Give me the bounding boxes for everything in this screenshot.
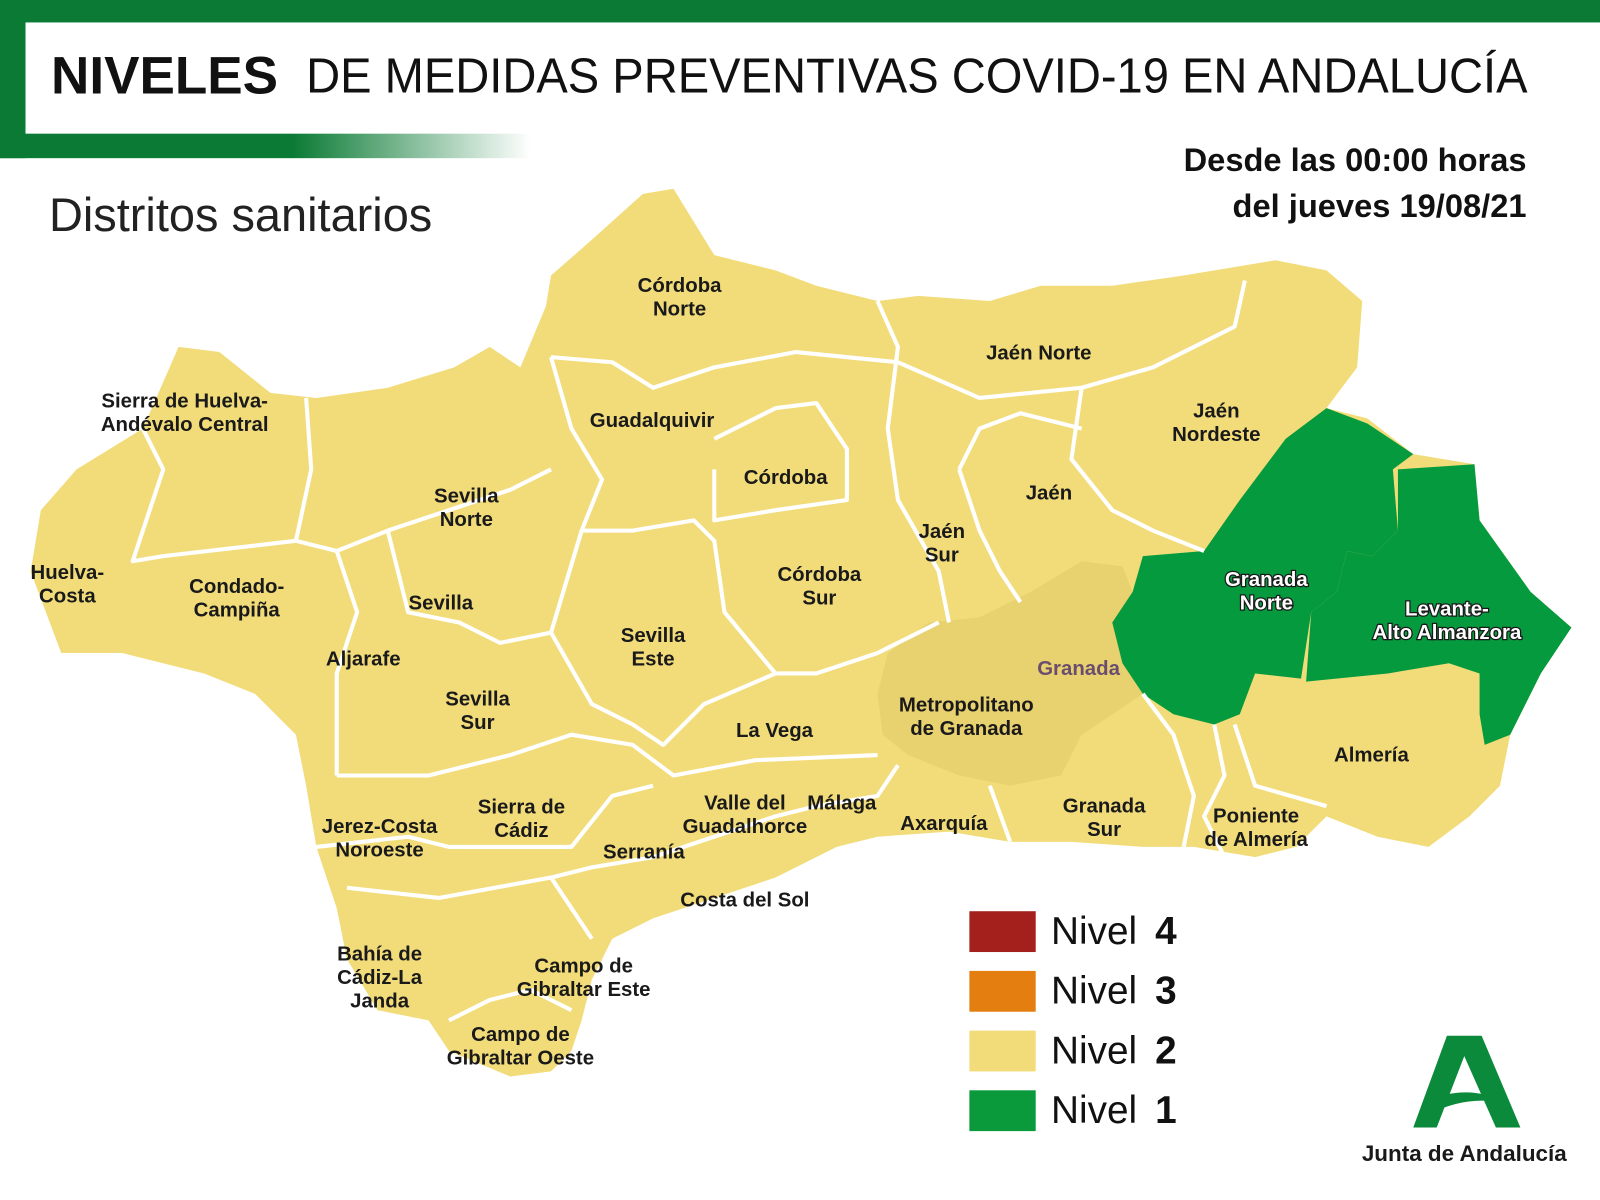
district-label: Sur [925, 545, 959, 567]
district-label: Metropolitano [899, 695, 1034, 717]
district-label: Gibraltar Oeste [447, 1048, 594, 1070]
district-label: Guadalhorce [683, 816, 808, 838]
district-label: Guadalquivir [590, 410, 715, 432]
district-label: Sevilla [621, 625, 686, 647]
side-bar [0, 0, 26, 159]
logo-text: Junta de Andalucía [1362, 1141, 1567, 1166]
district-label: Norte [440, 509, 493, 531]
legend: Nivel 4 Nivel 3 Nivel 2 Nivel 1 [969, 910, 1177, 1132]
district-label: Norte [653, 299, 706, 321]
district-label: Sur [802, 587, 836, 609]
district-label: Este [632, 649, 675, 671]
legend-swatch [969, 1090, 1036, 1132]
district-label: Huelva- [31, 562, 105, 584]
district-label: Jaén [919, 521, 965, 543]
district-label: Jaén Norte [986, 342, 1091, 364]
title-bold: NIVELES [51, 47, 278, 106]
content: NIVELES DE MEDIDAS PREVENTIVAS COVID-19 … [0, 0, 1600, 1166]
district-label: Condado- [189, 576, 284, 598]
district-label: Granada [1225, 569, 1308, 591]
district-label: Cádiz [494, 820, 548, 842]
district-label: Valle del [704, 792, 786, 814]
legend-level: 4 [1155, 910, 1177, 953]
district-label: Sierra de [478, 797, 565, 819]
district-label: Granada [1063, 796, 1146, 818]
district-label: Campo de [534, 956, 633, 978]
district-label: de Granada [910, 718, 1023, 740]
map [30, 188, 1572, 1077]
district-label: La Vega [736, 720, 814, 742]
subtitle: Distritos sanitarios [49, 189, 432, 241]
district-label: Cádiz-La [337, 967, 423, 989]
district-label: Costa del Sol [680, 889, 809, 911]
district-label: Sur [461, 712, 495, 734]
district-label: Andévalo Central [101, 414, 269, 436]
district-label: Serranía [603, 841, 685, 863]
district-label: Jaén [1193, 401, 1239, 423]
district-label: Jaén [1026, 482, 1072, 504]
district-label: Campo de [471, 1024, 570, 1046]
legend-level: 2 [1155, 1029, 1177, 1072]
legend-label: Nivel [1051, 970, 1137, 1013]
district-label: Sevilla [445, 688, 510, 710]
district-label: Alto Almanzora [1373, 622, 1522, 644]
district-boundaries [130, 280, 1328, 1023]
city-label: Granada [1037, 658, 1120, 680]
district-label: Bahía de [337, 943, 422, 965]
district-label: Campiña [194, 600, 281, 622]
region-level-1 [1306, 464, 1572, 745]
legend-swatch [969, 911, 1036, 953]
logo-swoosh [1423, 1092, 1509, 1115]
district-label: Nordeste [1172, 424, 1260, 446]
district-label: Costa [39, 585, 96, 607]
legend-swatch [969, 1030, 1036, 1072]
region-level-2 [30, 188, 1572, 1077]
district-label: Almería [1334, 745, 1409, 767]
district-label: Levante- [1405, 599, 1489, 621]
district-label: Córdoba [638, 275, 722, 297]
district-label: Gibraltar Este [517, 979, 651, 1001]
district-label: Norte [1240, 592, 1293, 614]
legend-label: Nivel [1051, 1089, 1137, 1132]
legend-level: 1 [1155, 1089, 1177, 1132]
district-label: Córdoba [777, 564, 861, 586]
bottom-bar [0, 133, 531, 159]
district-label: Jerez-Costa [322, 816, 438, 838]
district-label: Sur [1087, 819, 1121, 841]
district-label: Janda [350, 990, 410, 1012]
district-label: de Almería [1204, 829, 1308, 851]
district-label: Sevilla [409, 592, 474, 614]
region-metropolitano [877, 561, 1143, 786]
legend-level: 3 [1155, 970, 1177, 1013]
district-label: Málaga [807, 792, 877, 814]
title: DE MEDIDAS PREVENTIVAS COVID-19 EN ANDAL… [306, 50, 1528, 104]
district-label: Córdoba [744, 467, 828, 489]
district-label: Axarquía [900, 813, 988, 835]
district-label: Poniente [1213, 806, 1299, 828]
district-label: Sevilla [434, 485, 499, 507]
region-level-1 [1112, 408, 1414, 725]
date-line: del jueves 19/08/21 [1233, 187, 1527, 224]
legend-label: Nivel [1051, 1029, 1137, 1072]
logo: Junta de Andalucía [1362, 1035, 1567, 1166]
district-label: Aljarafe [326, 649, 401, 671]
top-bar [0, 0, 1600, 23]
date-line: Desde las 00:00 horas [1184, 141, 1527, 178]
district-label: Noroeste [335, 839, 423, 861]
legend-swatch [969, 970, 1036, 1012]
district-label: Sierra de Huelva- [101, 390, 268, 412]
legend-label: Nivel [1051, 910, 1137, 953]
